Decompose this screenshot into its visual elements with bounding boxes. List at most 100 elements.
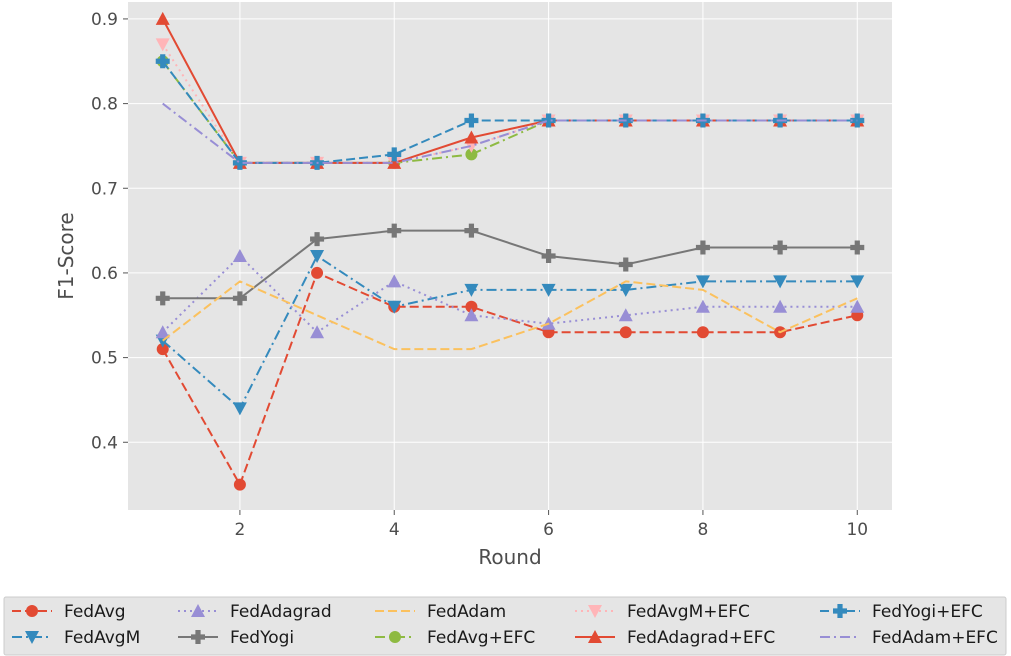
legend-marker (191, 630, 205, 644)
data-point (155, 38, 170, 52)
legend-entry: FedAvgM (12, 628, 140, 648)
legend-label: FedAvg (64, 602, 126, 622)
grid-lines (128, 2, 892, 510)
series-line (161, 271, 858, 486)
legend-box (3, 596, 1007, 656)
legend-entry: FedAdam (375, 602, 506, 622)
legend-label: FedAvgM (64, 628, 140, 648)
data-point (155, 325, 170, 339)
data-point (773, 240, 788, 255)
legend-marker (191, 604, 205, 617)
series-fedadam-efc (162, 102, 858, 164)
series-group (155, 11, 865, 491)
legend-label: FedAdagrad (230, 602, 332, 622)
data-point (695, 240, 710, 255)
data-point (541, 283, 556, 297)
legend-entry: FedYogi (178, 628, 294, 648)
series-line (162, 102, 858, 164)
legend-label: FedYogi+EFC (872, 602, 983, 622)
data-point (695, 299, 710, 313)
legend-marker (25, 631, 39, 644)
series-fedyogi (155, 223, 865, 306)
legend-marker (389, 631, 401, 643)
legend-label: FedAdagrad+EFC (627, 628, 775, 648)
data-point (541, 249, 556, 263)
legend-marker (26, 605, 38, 617)
y-axis-ticks: 0.4 0.5 0.6 0.7 0.8 0.9 (91, 10, 128, 453)
series-line (162, 229, 858, 300)
series-line (161, 60, 858, 164)
series-line (162, 280, 858, 351)
data-point (310, 232, 325, 247)
data-point (464, 308, 479, 322)
legend-entry: FedAvgM+EFC (575, 602, 750, 622)
series-fedadagrad (155, 249, 865, 339)
data-point (465, 300, 478, 313)
data-point (232, 249, 247, 262)
y-axis-title: F1-Score (54, 212, 78, 299)
data-point (464, 113, 479, 128)
legend-label: FedAvg+EFC (427, 628, 535, 648)
legend-entry: FedAdagrad+EFC (575, 628, 775, 648)
legend-entry: FedAvg (12, 602, 126, 622)
legend-entry: FedYogi+EFC (820, 602, 983, 622)
data-point (618, 257, 633, 272)
x-axis-title: Round (478, 545, 541, 569)
data-point (232, 291, 247, 306)
data-point (387, 300, 402, 314)
legend-entry: FedAdagrad (178, 602, 332, 622)
data-point (696, 326, 709, 339)
x-tick-label: 10 (846, 520, 868, 540)
data-point (310, 325, 325, 339)
data-point (232, 402, 247, 416)
data-point (232, 155, 247, 170)
data-point (465, 148, 478, 161)
data-point (155, 291, 170, 306)
x-axis-ticks: 2 4 6 8 10 (234, 510, 868, 540)
data-point (618, 308, 633, 322)
x-tick-label: 8 (698, 520, 709, 540)
data-point (541, 113, 556, 128)
data-point (464, 130, 479, 144)
data-point (387, 223, 402, 238)
data-point (155, 11, 170, 25)
y-tick-label: 0.8 (91, 95, 118, 115)
legend: FedAvg FedAvgM FedAdagrad FedYogi FedAdam Fed… (3, 596, 1007, 656)
y-tick-label: 0.9 (91, 10, 118, 30)
legend-marker (588, 605, 602, 618)
data-point (618, 283, 633, 297)
legend-label: FedAdam+EFC (872, 628, 998, 648)
legend-entry: FedAvg+EFC (375, 628, 535, 648)
x-tick-label: 6 (543, 520, 554, 540)
y-tick-label: 0.7 (91, 179, 118, 199)
data-point (773, 275, 788, 289)
data-point (695, 275, 710, 289)
y-tick-label: 0.5 (91, 349, 118, 369)
data-point (464, 223, 479, 238)
legend-label: FedYogi (230, 628, 294, 648)
data-point (619, 326, 632, 339)
series-fedavgm (155, 250, 865, 416)
data-point (311, 266, 324, 279)
series-line (161, 255, 858, 334)
data-point (387, 147, 402, 162)
y-tick-label: 0.4 (91, 433, 118, 453)
data-point (850, 299, 865, 313)
x-tick-label: 2 (234, 520, 245, 540)
legend-label: FedAdam (427, 602, 506, 622)
y-tick-label: 0.6 (91, 264, 118, 284)
data-point (387, 274, 402, 288)
x-tick-label: 4 (389, 520, 400, 540)
data-point (387, 155, 402, 169)
legend-marker (833, 604, 847, 618)
data-point (233, 478, 246, 491)
legend-label: FedAvgM+EFC (627, 602, 750, 622)
data-point (464, 283, 479, 297)
legend-entry: FedAdam+EFC (820, 628, 998, 648)
data-point (310, 250, 325, 263)
data-point (850, 275, 865, 289)
data-point (773, 299, 788, 313)
data-point (850, 240, 865, 255)
series-fedadam (162, 280, 858, 351)
